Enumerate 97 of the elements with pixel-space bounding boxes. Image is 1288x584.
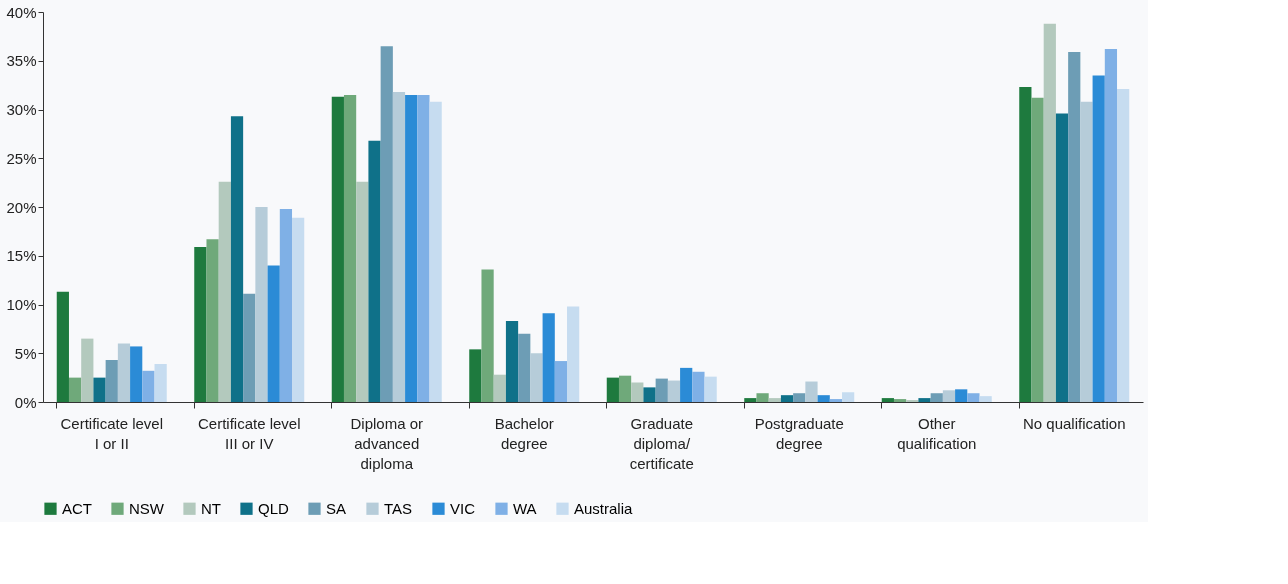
- x-tick-label: No qualification: [1022, 414, 1126, 432]
- bar: [417, 94, 430, 402]
- x-tick-label: Postgraduate degree: [754, 414, 844, 452]
- bar: [805, 381, 818, 402]
- x-tick-label: Certificate level I or II: [60, 414, 164, 452]
- bar: [469, 349, 482, 402]
- bar: [793, 393, 806, 402]
- bar: [1043, 23, 1056, 402]
- y-tick-label: 40%: [6, 3, 37, 21]
- bar: [1031, 97, 1044, 402]
- bar: [1055, 113, 1069, 402]
- bar: [105, 360, 118, 402]
- bar: [56, 291, 69, 402]
- y-tick-label: 30%: [6, 101, 37, 118]
- bar: [618, 375, 632, 402]
- bar: [1080, 101, 1093, 402]
- bar: [292, 217, 305, 402]
- bar: [243, 293, 256, 402]
- bar: [481, 269, 494, 402]
- y-tick-label: 15%: [6, 247, 37, 265]
- bar: [380, 46, 393, 402]
- bar: [667, 380, 681, 402]
- bar: [631, 382, 644, 402]
- bar: [267, 265, 280, 402]
- bar: [829, 399, 843, 402]
- bar: [1019, 87, 1032, 402]
- bar: [93, 377, 106, 402]
- bar: [606, 377, 619, 402]
- bar: [1104, 49, 1118, 402]
- bar: [493, 374, 506, 402]
- bar: [218, 181, 231, 402]
- bar: [405, 94, 418, 402]
- bar: [117, 343, 131, 402]
- bar: [643, 387, 656, 402]
- bar: [1117, 89, 1130, 402]
- bar: [692, 371, 705, 402]
- legend-label: SA: [326, 499, 347, 517]
- bar: [1068, 51, 1081, 402]
- bar: [930, 393, 943, 402]
- x-tick-label: Bachelor degree: [494, 414, 554, 452]
- bar: [942, 390, 956, 402]
- bar: [680, 367, 693, 402]
- x-tick-label: Diploma or advanced diploma: [350, 414, 424, 472]
- legend-label: NT: [201, 499, 221, 517]
- bar: [655, 378, 668, 402]
- y-tick-label: 25%: [6, 149, 37, 167]
- bar: [356, 181, 369, 402]
- bar: [768, 398, 781, 402]
- legend-label: QLD: [258, 499, 290, 517]
- bar: [279, 208, 293, 402]
- bar: [530, 353, 543, 402]
- bar: [567, 306, 580, 402]
- bar: [142, 370, 155, 402]
- legend-label: ACT: [62, 499, 92, 517]
- bar: [130, 346, 143, 402]
- bar: [918, 398, 931, 402]
- bar: [979, 396, 992, 402]
- y-tick-label: 5%: [14, 344, 37, 362]
- legend-label: TAS: [384, 499, 413, 517]
- bar: [368, 140, 381, 402]
- bar: [68, 377, 82, 402]
- bar: [542, 313, 555, 402]
- bar: [842, 392, 855, 402]
- legend-label: VIC: [450, 499, 476, 517]
- bar: [206, 239, 219, 402]
- legend-label: NSW: [129, 499, 165, 517]
- bar: [343, 94, 357, 402]
- y-tick-label: 20%: [6, 198, 37, 216]
- bar: [893, 399, 907, 402]
- bar: [756, 393, 769, 402]
- bar: [554, 361, 568, 402]
- bar: [744, 398, 757, 402]
- bar: [154, 363, 167, 402]
- bar: [704, 376, 717, 402]
- y-tick-label: 0%: [14, 393, 37, 411]
- bar: [518, 333, 531, 402]
- bar: [780, 395, 794, 402]
- x-tick-label: Graduate diploma/ certificate: [629, 414, 694, 472]
- y-tick-label: 35%: [6, 52, 37, 70]
- y-tick-label: 10%: [6, 296, 37, 313]
- legend-label: Australia: [574, 499, 634, 517]
- bar: [955, 389, 968, 402]
- bar: [429, 101, 442, 402]
- bar: [967, 393, 980, 402]
- bar: [392, 91, 406, 402]
- x-tick-label: Other qualification: [897, 414, 977, 452]
- bar: [331, 96, 344, 402]
- bar: [1092, 75, 1105, 402]
- bar: [81, 338, 94, 402]
- bar: [881, 398, 894, 402]
- bar: [255, 207, 268, 402]
- legend-label: WA: [513, 499, 537, 517]
- bar: [817, 395, 830, 402]
- x-tick-label: Certificate level III or IV: [197, 414, 301, 452]
- bar: [505, 321, 519, 402]
- bar: [194, 246, 207, 402]
- bar: [230, 116, 244, 402]
